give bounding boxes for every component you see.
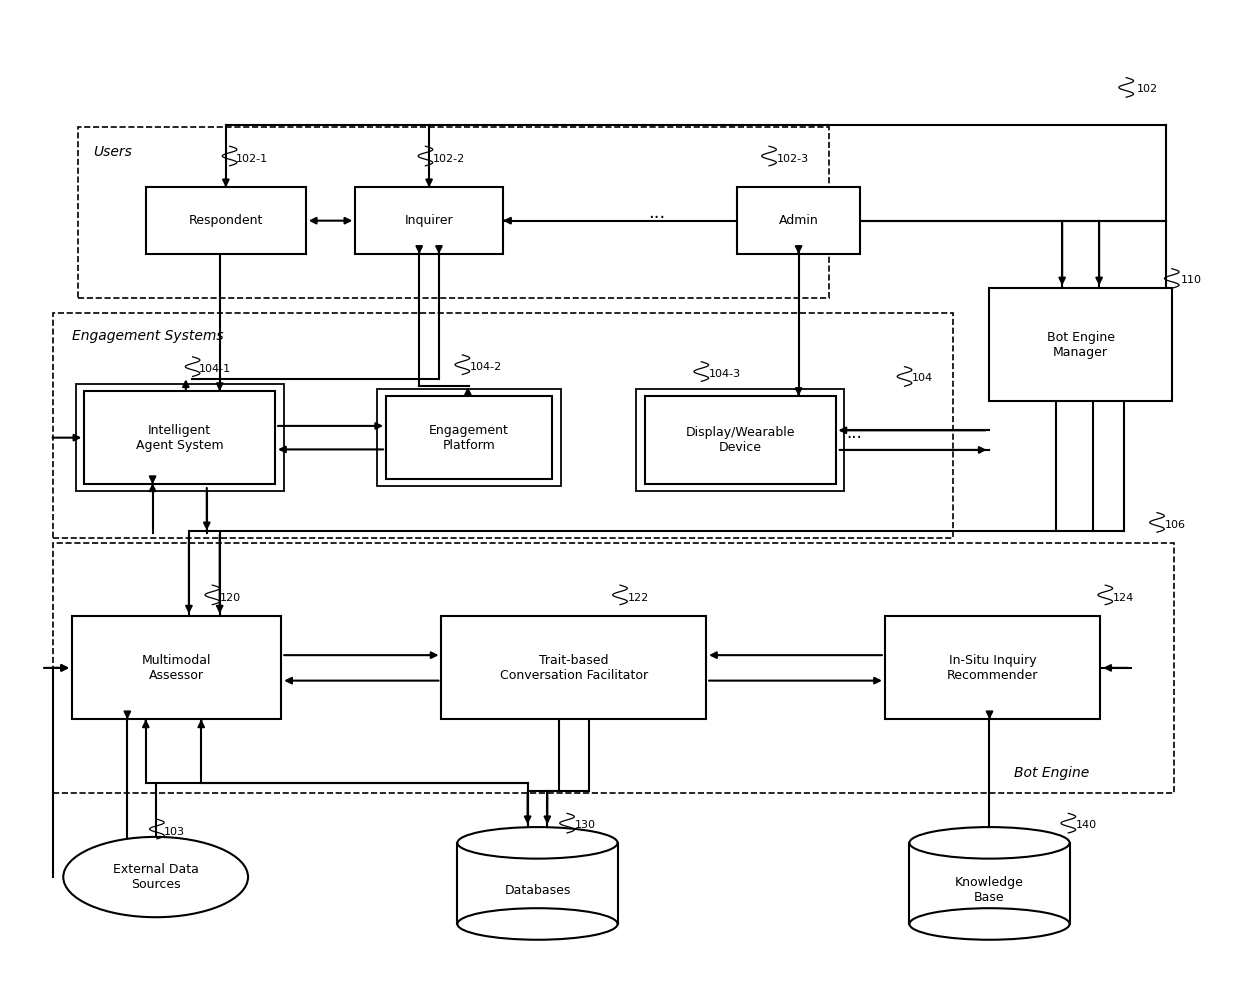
Text: 104-1: 104-1 xyxy=(198,364,231,373)
Ellipse shape xyxy=(458,908,618,940)
Text: Display/Wearable
Device: Display/Wearable Device xyxy=(686,426,795,454)
Text: Engagement Systems: Engagement Systems xyxy=(72,329,223,344)
FancyBboxPatch shape xyxy=(737,188,861,254)
Text: 124: 124 xyxy=(1112,593,1133,603)
Text: 110: 110 xyxy=(1180,276,1202,286)
Text: ...: ... xyxy=(649,204,666,222)
FancyBboxPatch shape xyxy=(441,617,707,719)
FancyBboxPatch shape xyxy=(84,391,275,484)
Text: 130: 130 xyxy=(574,820,595,830)
Ellipse shape xyxy=(909,827,1070,859)
Text: Knowledge
Base: Knowledge Base xyxy=(955,876,1024,904)
Text: External Data
Sources: External Data Sources xyxy=(113,864,198,891)
Ellipse shape xyxy=(63,837,248,917)
Text: 106: 106 xyxy=(1164,521,1185,531)
Text: 104-3: 104-3 xyxy=(709,370,740,379)
FancyBboxPatch shape xyxy=(909,843,1070,924)
Text: 102-3: 102-3 xyxy=(776,154,808,164)
FancyBboxPatch shape xyxy=(645,396,836,484)
FancyBboxPatch shape xyxy=(885,617,1100,719)
FancyBboxPatch shape xyxy=(386,396,552,479)
FancyBboxPatch shape xyxy=(377,389,560,486)
Text: Users: Users xyxy=(93,145,131,159)
Text: 103: 103 xyxy=(164,827,185,837)
Text: 104-2: 104-2 xyxy=(470,362,502,371)
Text: Trait-based
Conversation Facilitator: Trait-based Conversation Facilitator xyxy=(500,654,647,682)
Text: Bot Engine
Manager: Bot Engine Manager xyxy=(1047,331,1115,359)
Text: 122: 122 xyxy=(627,593,649,603)
FancyBboxPatch shape xyxy=(355,188,503,254)
FancyBboxPatch shape xyxy=(636,389,844,491)
FancyBboxPatch shape xyxy=(458,843,618,924)
Text: Inquirer: Inquirer xyxy=(404,214,454,227)
Text: Bot Engine: Bot Engine xyxy=(1014,766,1090,781)
Text: 102-1: 102-1 xyxy=(236,154,268,164)
Ellipse shape xyxy=(909,908,1070,940)
FancyBboxPatch shape xyxy=(72,617,281,719)
Text: 140: 140 xyxy=(1076,820,1097,830)
FancyBboxPatch shape xyxy=(76,384,284,491)
Text: Admin: Admin xyxy=(779,214,818,227)
Text: 120: 120 xyxy=(219,593,241,603)
Text: Multimodal
Assessor: Multimodal Assessor xyxy=(141,654,211,682)
Text: ...: ... xyxy=(846,424,862,443)
FancyBboxPatch shape xyxy=(990,288,1172,401)
Text: Databases: Databases xyxy=(505,883,570,897)
Text: Respondent: Respondent xyxy=(188,214,263,227)
Text: In-Situ Inquiry
Recommender: In-Situ Inquiry Recommender xyxy=(947,654,1038,682)
FancyBboxPatch shape xyxy=(146,188,306,254)
Text: Engagement
Platform: Engagement Platform xyxy=(429,424,510,452)
Text: 102-2: 102-2 xyxy=(433,154,465,164)
Text: Intelligent
Agent System: Intelligent Agent System xyxy=(136,424,223,452)
Ellipse shape xyxy=(458,827,618,859)
Text: 102: 102 xyxy=(1137,84,1158,95)
Text: 104: 104 xyxy=(911,373,932,383)
